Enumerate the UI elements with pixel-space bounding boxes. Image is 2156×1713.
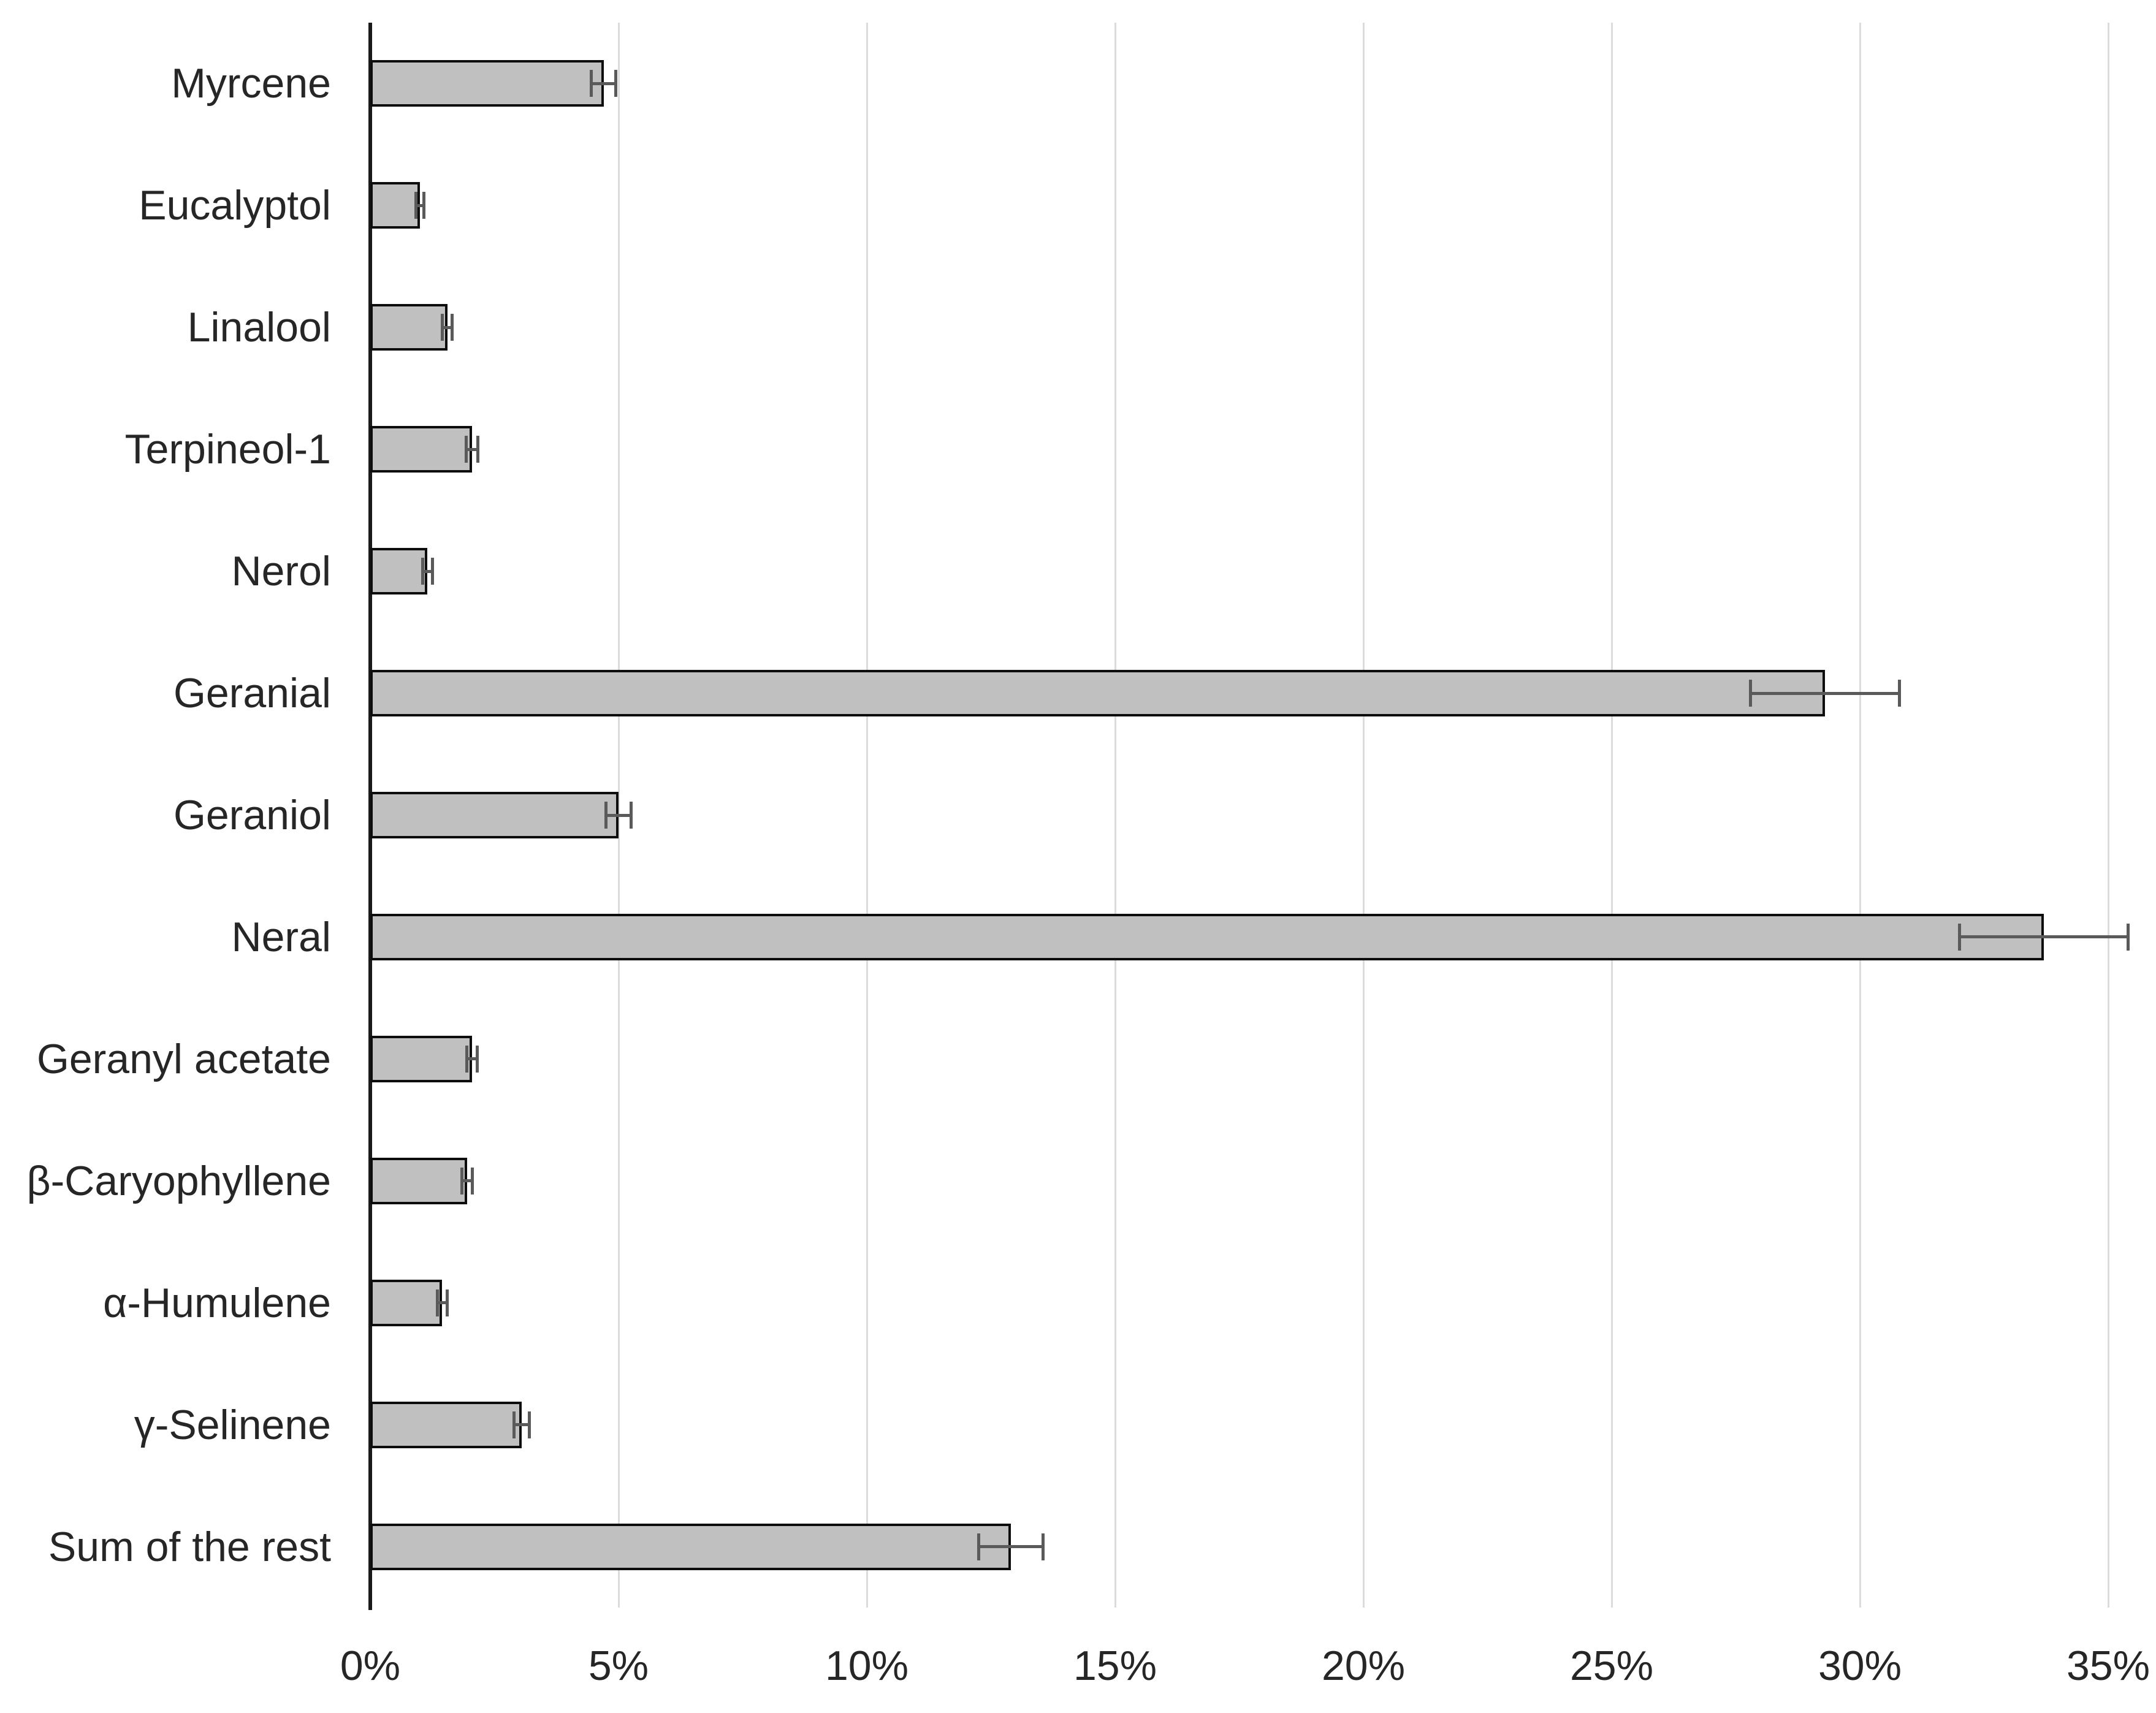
error-cap-left-alpha-humulene — [436, 1289, 439, 1316]
x-tick-10pct: 10% — [825, 1643, 909, 1689]
error-bar-linalool — [442, 326, 452, 329]
error-bar-myrcene — [591, 82, 616, 85]
bar-geranyl-acetate — [370, 1036, 472, 1082]
error-cap-right-gamma-selinene — [528, 1411, 531, 1438]
error-cap-left-sum-of-the-rest — [977, 1533, 980, 1560]
bar-sum-of-the-rest — [370, 1524, 1011, 1570]
error-cap-left-neral — [1958, 924, 1961, 951]
bar-neral — [370, 914, 2044, 960]
error-cap-left-eucalyptol — [414, 192, 417, 219]
bar-gamma-selinene — [370, 1402, 522, 1448]
bar-myrcene — [370, 60, 604, 107]
error-cap-left-geranyl-acetate — [465, 1046, 468, 1073]
x-tick-20pct: 20% — [1321, 1643, 1406, 1689]
gridline-10pct — [866, 23, 868, 1608]
category-label-myrcene: Myrcene — [171, 60, 331, 107]
error-cap-right-neral — [2127, 924, 2130, 951]
x-tick-0pct: 0% — [340, 1643, 401, 1689]
error-cap-right-linalool — [451, 314, 454, 341]
error-bar-geraniol — [606, 814, 631, 817]
error-cap-left-gamma-selinene — [512, 1411, 516, 1438]
x-tick-30pct: 30% — [1818, 1643, 1902, 1689]
error-cap-left-beta-caryophyllene — [460, 1168, 463, 1195]
bar-nerol — [370, 548, 427, 594]
gridline-20pct — [1362, 23, 1365, 1608]
error-cap-right-myrcene — [614, 70, 617, 97]
error-cap-left-myrcene — [590, 70, 593, 97]
x-tick-35pct: 35% — [2066, 1643, 2150, 1689]
error-bar-eucalyptol — [416, 204, 424, 207]
error-cap-right-eucalyptol — [422, 192, 425, 219]
error-cap-right-geranial — [1898, 680, 1901, 707]
bar-geranial — [370, 670, 1825, 716]
gridline-15pct — [1114, 23, 1116, 1608]
category-label-neral: Neral — [231, 914, 332, 960]
category-label-eucalyptol: Eucalyptol — [139, 182, 331, 229]
error-bar-alpha-humulene — [437, 1301, 447, 1304]
gridline-30pct — [1859, 23, 1861, 1608]
error-bar-geranial — [1751, 692, 1900, 695]
category-label-geranyl-acetate: Geranyl acetate — [36, 1036, 331, 1082]
error-bar-nerol — [422, 570, 432, 573]
bar-geraniol — [370, 792, 619, 838]
gridline-35pct — [2107, 23, 2109, 1608]
error-cap-right-sum-of-the-rest — [1042, 1533, 1045, 1560]
bar-terpineol-1 — [370, 426, 472, 473]
category-label-gamma-selinene: γ-Selinene — [134, 1402, 331, 1448]
x-tick-25pct: 25% — [1569, 1643, 1654, 1689]
category-label-beta-caryophyllene: β-Caryophyllene — [26, 1158, 331, 1204]
bar-beta-caryophyllene — [370, 1158, 467, 1204]
category-label-sum-of-the-rest: Sum of the rest — [48, 1524, 331, 1570]
error-cap-right-terpineol-1 — [476, 436, 479, 463]
category-label-linalool: Linalool — [187, 304, 331, 351]
error-cap-left-linalool — [441, 314, 444, 341]
error-bar-neral — [1959, 935, 2128, 938]
bar-linalool — [370, 304, 448, 351]
category-label-geraniol: Geraniol — [173, 792, 331, 838]
error-bar-terpineol-1 — [466, 448, 478, 451]
error-cap-right-nerol — [431, 558, 434, 585]
x-tick-15pct: 15% — [1073, 1643, 1157, 1689]
error-bar-geranyl-acetate — [467, 1057, 477, 1060]
error-cap-right-geranyl-acetate — [476, 1046, 479, 1073]
bar-alpha-humulene — [370, 1280, 442, 1326]
error-bar-gamma-selinene — [514, 1423, 529, 1426]
gridline-25pct — [1610, 23, 1613, 1608]
error-cap-left-nerol — [421, 558, 424, 585]
error-cap-right-beta-caryophyllene — [471, 1168, 474, 1195]
category-label-alpha-humulene: α-Humulene — [103, 1280, 331, 1326]
category-label-nerol: Nerol — [231, 548, 332, 594]
error-cap-left-geraniol — [604, 802, 608, 829]
error-cap-left-geranial — [1749, 680, 1752, 707]
category-label-terpineol-1: Terpineol-1 — [124, 426, 331, 473]
error-cap-left-terpineol-1 — [465, 436, 468, 463]
error-bar-beta-caryophyllene — [462, 1179, 472, 1182]
error-bar-sum-of-the-rest — [978, 1545, 1043, 1548]
error-cap-right-geraniol — [630, 802, 633, 829]
error-cap-right-alpha-humulene — [446, 1289, 449, 1316]
x-tick-5pct: 5% — [588, 1643, 649, 1689]
bar-eucalyptol — [370, 182, 420, 229]
category-label-geranial: Geranial — [173, 670, 331, 716]
